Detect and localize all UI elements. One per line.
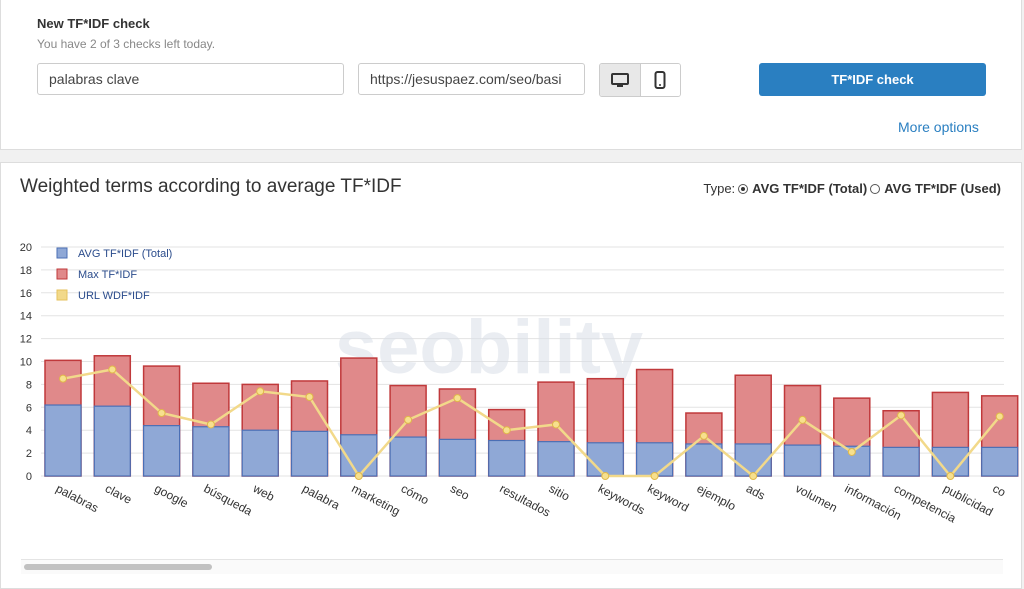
y-tick-label: 6 [26,402,32,414]
y-tick-label: 8 [26,379,32,391]
new-check-panel: New TF*IDF check You have 2 of 3 checks … [0,0,1022,150]
seobility-watermark: seobility [335,305,643,390]
bar-avg [389,436,427,477]
keyword-input[interactable]: palabras clave [37,63,344,95]
y-tick-label: 14 [20,311,32,323]
x-tick-label: web [250,481,277,504]
y-tick-label: 10 [20,357,32,369]
url-wdf-point [847,447,856,456]
x-tick-label: keyword [645,481,691,514]
legend-label: AVG TF*IDF (Total) [78,248,172,260]
bar-avg [438,438,476,477]
x-tick-label: resultados [497,481,552,519]
x-tick-label: palabra [300,481,342,512]
legend-swatch [56,268,68,280]
chart-panel: Weighted terms according to average TF*I… [0,162,1022,589]
radio-total[interactable] [738,183,749,194]
desktop-icon [610,73,629,87]
url-wdf-point [256,387,265,396]
url-wdf-point [305,392,314,401]
new-check-title: New TF*IDF check [37,16,150,31]
x-tick-label: co [990,481,1008,499]
x-tick-label: keywords [596,481,647,517]
bar-avg [783,444,822,477]
chart-scrollbar[interactable] [21,559,1003,574]
checks-left-text: You have 2 of 3 checks left today. [37,37,216,51]
x-tick-label: búsqueda [201,481,254,518]
bar-avg [93,405,131,477]
radio-used[interactable] [870,183,881,194]
legend-label: URL WDF*IDF [78,290,150,302]
bar-avg [981,446,1019,477]
legend-swatch [56,247,68,259]
url-input[interactable]: https://jesuspaez.com/seo/basi [358,63,585,95]
type-option-used[interactable]: AVG TF*IDF (Used) [870,181,1001,196]
bar-avg [635,442,674,477]
url-wdf-point [995,412,1004,421]
bar-avg [241,429,279,477]
bar-avg [488,439,526,477]
url-wdf-point [59,374,67,383]
y-tick-label: 2 [26,448,32,460]
type-selector: Type: AVG TF*IDF (Total) AVG TF*IDF (Use… [703,181,1001,196]
x-tick-label: palabras [54,481,101,515]
legend-swatch [56,289,68,301]
desktop-button[interactable] [600,64,641,96]
bar-avg [586,442,624,477]
bar-avg [833,445,871,477]
url-wdf-point [157,409,166,418]
tfidf-check-button[interactable]: TF*IDF check [759,63,986,96]
type-label: Type: [703,181,736,196]
y-tick-label: 20 [20,242,32,254]
type-option-used-label: AVG TF*IDF (Used) [884,181,1001,196]
y-tick-label: 0 [26,471,32,483]
bar-avg [537,441,575,477]
y-tick-label: 16 [20,288,32,300]
x-tick-label: sitio [547,481,573,504]
bar-avg [143,425,181,477]
bar-avg [882,446,920,477]
x-tick-label: cómo [399,481,432,507]
bar-avg [192,426,230,477]
chart-title: Weighted terms according to average TF*I… [20,176,402,197]
y-tick-label: 18 [20,265,32,277]
y-tick-label: 4 [26,425,32,437]
x-tick-label: seo [448,481,472,503]
url-wdf-point [601,472,610,480]
url-wdf-point [946,472,955,480]
url-wdf-point [650,472,659,480]
url-wdf-point [453,394,462,403]
url-wdf-point [502,426,511,435]
x-tick-label: clave [103,481,135,507]
x-tick-label: ads [744,481,768,502]
more-options-link[interactable]: More options [898,119,979,135]
type-option-total[interactable]: AVG TF*IDF (Total) [738,181,867,196]
bar-avg [685,443,723,477]
url-wdf-point [206,420,215,429]
url-wdf-point [404,415,413,424]
mobile-button[interactable] [640,64,680,96]
url-wdf-line [62,368,1001,479]
tfidf-chart: 0 2 4 6 8 10 12 14 16 18 20 seobility palabras clave g… [20,242,1019,526]
url-wdf-point [798,415,807,424]
x-tick-label: google [152,481,191,510]
type-option-total-label: AVG TF*IDF (Total) [752,181,868,196]
x-tick-label: volumen [793,481,840,515]
url-wdf-point [108,365,117,374]
x-tick-label: ejemplo [694,481,738,513]
url-wdf-point [699,431,708,440]
device-toggle [599,63,681,97]
url-wdf-point [897,411,906,420]
chart-scrollbar-thumb[interactable] [24,564,212,570]
bar-avg [44,404,82,477]
url-wdf-point [354,472,363,480]
mobile-icon [654,71,666,89]
legend-label: Max TF*IDF [78,269,137,281]
y-tick-label: 12 [20,334,32,346]
bar-avg [290,430,329,477]
url-wdf-point [552,420,560,429]
url-wdf-point [749,472,758,480]
x-tick-label: marketing [349,481,402,518]
